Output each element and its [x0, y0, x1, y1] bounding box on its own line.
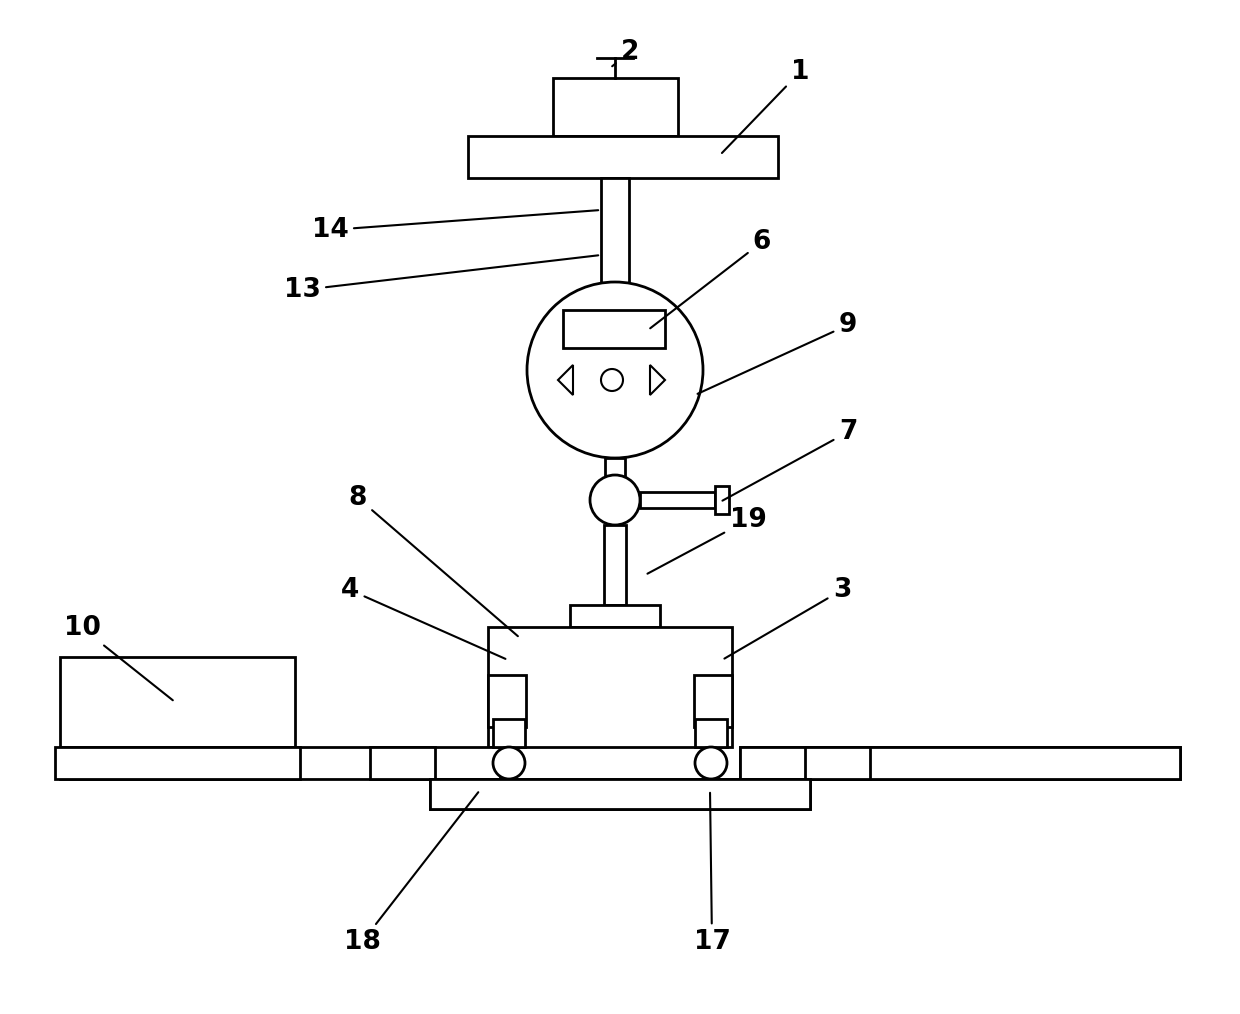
- Text: 8: 8: [348, 485, 518, 636]
- Polygon shape: [558, 365, 573, 395]
- Circle shape: [527, 282, 703, 458]
- Bar: [640, 492, 715, 508]
- Bar: [715, 486, 729, 514]
- Bar: [430, 779, 810, 809]
- Bar: [563, 310, 665, 348]
- Text: 1: 1: [722, 59, 810, 153]
- Text: 13: 13: [284, 256, 598, 303]
- Bar: [604, 525, 626, 605]
- Circle shape: [590, 475, 640, 525]
- Text: 17: 17: [693, 793, 730, 955]
- Text: 19: 19: [647, 507, 766, 574]
- Bar: [553, 78, 678, 136]
- Bar: [60, 657, 295, 747]
- Text: 18: 18: [343, 792, 479, 955]
- Bar: [740, 747, 1180, 779]
- Bar: [489, 627, 732, 747]
- Bar: [370, 747, 435, 779]
- Bar: [694, 675, 732, 727]
- Bar: [60, 747, 500, 779]
- Text: 9: 9: [698, 312, 857, 393]
- Text: 14: 14: [311, 210, 598, 243]
- Bar: [494, 719, 525, 747]
- Bar: [570, 605, 660, 627]
- Text: 7: 7: [723, 419, 857, 501]
- Bar: [467, 136, 777, 178]
- Bar: [601, 178, 629, 293]
- Bar: [55, 747, 300, 779]
- Bar: [740, 747, 1180, 779]
- Circle shape: [601, 369, 622, 391]
- Text: 6: 6: [650, 229, 771, 329]
- Bar: [489, 675, 526, 727]
- Circle shape: [494, 747, 525, 779]
- Bar: [694, 719, 727, 747]
- Polygon shape: [650, 365, 665, 395]
- Bar: [805, 747, 870, 779]
- Text: 3: 3: [724, 577, 851, 659]
- Text: 2: 2: [613, 39, 639, 66]
- Bar: [430, 779, 810, 809]
- Text: 10: 10: [63, 615, 172, 701]
- Bar: [605, 458, 625, 480]
- Text: 4: 4: [341, 577, 506, 659]
- Circle shape: [694, 747, 727, 779]
